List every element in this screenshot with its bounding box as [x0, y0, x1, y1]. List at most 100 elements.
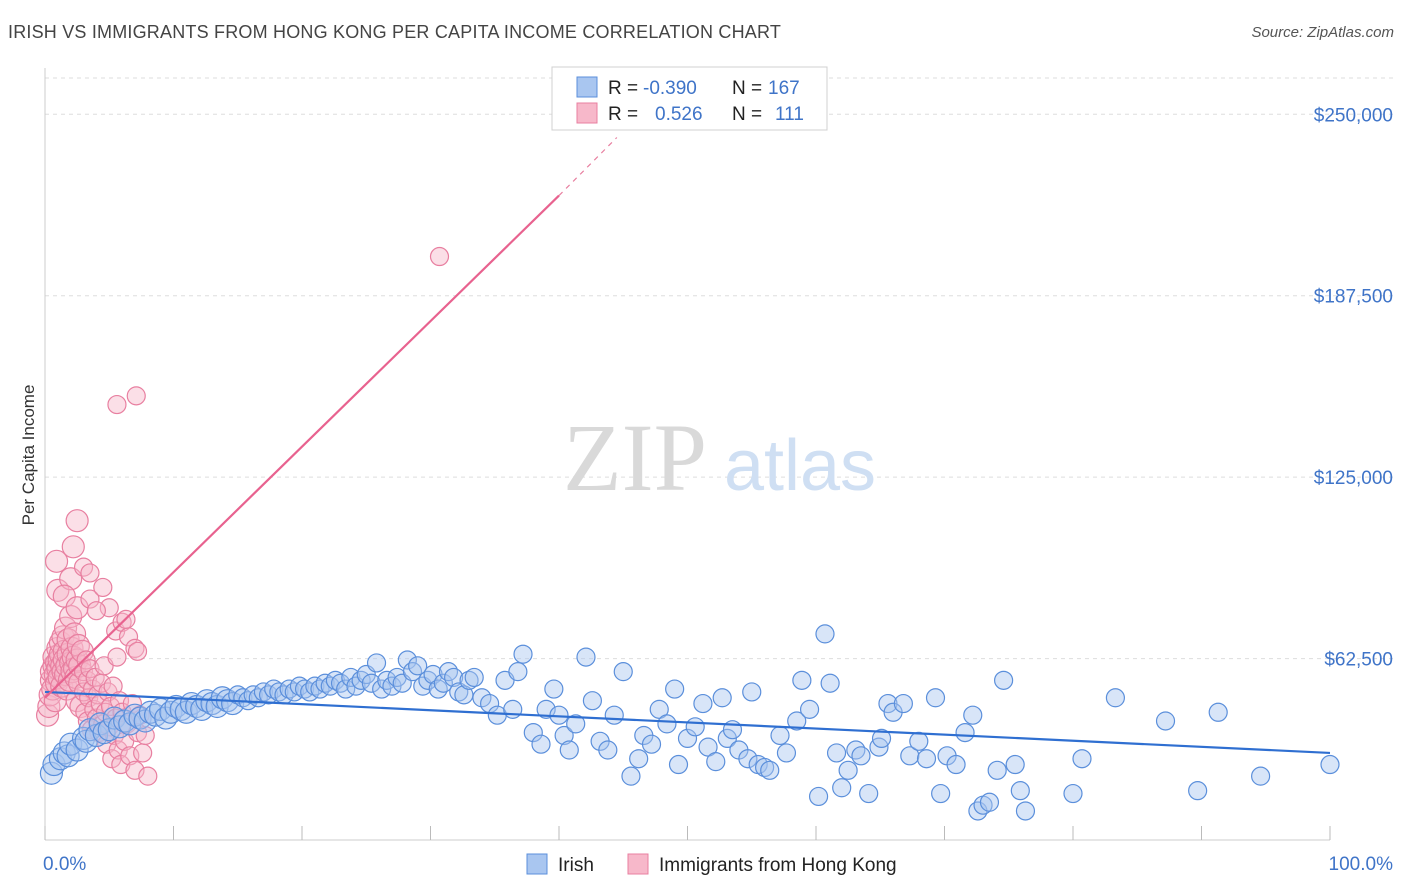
irish-point [994, 670, 1014, 690]
trend-lines [44, 137, 1331, 755]
irish-point [963, 705, 983, 725]
irish-point [264, 679, 284, 699]
correlation-legend: R = -0.390 N = 167 R = 0.526 N = 111 [551, 66, 828, 131]
irish-point [582, 691, 603, 711]
irish-point [464, 667, 484, 688]
irish-point [808, 786, 829, 807]
irish-point [706, 752, 726, 772]
irish-point [513, 644, 533, 664]
irish-point [815, 624, 835, 644]
hk-trend-line [44, 194, 560, 699]
irish-point [955, 722, 975, 743]
irish-point [39, 761, 64, 785]
irish-point [1005, 754, 1025, 775]
irish-point [787, 711, 807, 731]
bottom-legend-swatch-hk [627, 853, 649, 875]
irish-point [1105, 688, 1126, 708]
legend-n-label-irish: N = [732, 78, 762, 99]
bottom-legend-irish: Irish [558, 855, 594, 876]
irish-point [523, 722, 543, 743]
irish-point [820, 673, 840, 693]
irish-point [1063, 783, 1083, 804]
irish-point [361, 673, 381, 693]
irish-point [330, 673, 351, 693]
axes [44, 68, 1331, 841]
irish-point [871, 728, 892, 749]
hk-point [93, 577, 113, 598]
irish-point [544, 679, 564, 699]
zipatlas-watermark: ZIP atlas [563, 404, 876, 511]
hk-point [429, 246, 450, 267]
irish-point [1155, 711, 1176, 731]
irish-point [677, 728, 698, 749]
irish-point [1072, 749, 1092, 769]
legend-r-label-irish: R = [608, 78, 638, 99]
irish-point [738, 749, 758, 769]
irish-point [792, 670, 812, 690]
bottom-legend-swatch-irish [526, 853, 548, 875]
irish-point [472, 688, 492, 708]
hk-point [127, 641, 148, 661]
irish-point [629, 749, 649, 769]
irish-point [221, 691, 245, 716]
irish-point [931, 783, 951, 804]
irish-point [846, 740, 866, 760]
hk-point [52, 584, 76, 608]
irish-point [554, 725, 574, 746]
irish-point [760, 760, 780, 780]
irish-point [693, 693, 713, 714]
irish-point [685, 717, 705, 737]
legend-r-label-hk: R = [608, 104, 638, 125]
bottom-legend-hk: Immigrants from Hong Kong [659, 855, 897, 876]
irish-point [925, 688, 946, 708]
legend-swatch-irish [576, 76, 598, 98]
irish-point [916, 749, 937, 769]
irish-point [641, 734, 662, 754]
irish-point [444, 667, 464, 688]
chart-title: IRISH VS IMMIGRANTS FROM HONG KONG PER C… [8, 22, 782, 42]
series-legend: Irish Immigrants from Hong Kong [526, 853, 897, 876]
x-tick-label-min: 0.0% [43, 854, 86, 875]
hk-point [35, 703, 60, 727]
hk-point [138, 766, 158, 786]
hk-point [80, 589, 100, 609]
hk-trend-extension [558, 137, 618, 196]
irish-point [668, 754, 689, 775]
irish-trend-line [44, 690, 1331, 755]
watermark-atlas: atlas [724, 426, 876, 506]
hk-point [44, 549, 69, 573]
irish-point [859, 783, 879, 804]
irish-point [428, 679, 448, 699]
y-axis-label: Per Capita Income [19, 385, 38, 526]
y-tick-label: $250,000 [1314, 105, 1393, 126]
irish-point [1320, 754, 1340, 775]
legend-n-label-hk: N = [732, 104, 762, 125]
hk-point [107, 647, 127, 667]
irish-point [604, 705, 624, 725]
source-label: Source: ZipAtlas.com [1251, 24, 1394, 41]
y-tick-label: $125,000 [1314, 468, 1393, 489]
legend-n-value-irish: 167 [768, 78, 800, 99]
irish-point [621, 766, 641, 786]
irish-point [408, 656, 428, 676]
irish-point [1015, 801, 1036, 821]
irish-point [566, 714, 586, 734]
irish-point [576, 647, 596, 667]
hk-point [80, 563, 100, 583]
irish-point [838, 760, 858, 780]
legend-box [551, 66, 828, 131]
legend-n-value-hk: 111 [775, 104, 804, 125]
irish-point [613, 662, 633, 682]
x-tick-label-max: 100.0% [1329, 854, 1394, 875]
irish-series-points [39, 624, 1340, 821]
irish-point [459, 670, 479, 690]
watermark-zip: ZIP [563, 404, 707, 511]
hk-point [86, 601, 107, 621]
irish-point [770, 725, 790, 746]
irish-point [65, 738, 89, 762]
irish-point [1010, 781, 1030, 801]
y-tick-label: $62,500 [1324, 650, 1393, 671]
y-tick-label: $187,500 [1314, 287, 1393, 308]
irish-point [397, 650, 417, 670]
